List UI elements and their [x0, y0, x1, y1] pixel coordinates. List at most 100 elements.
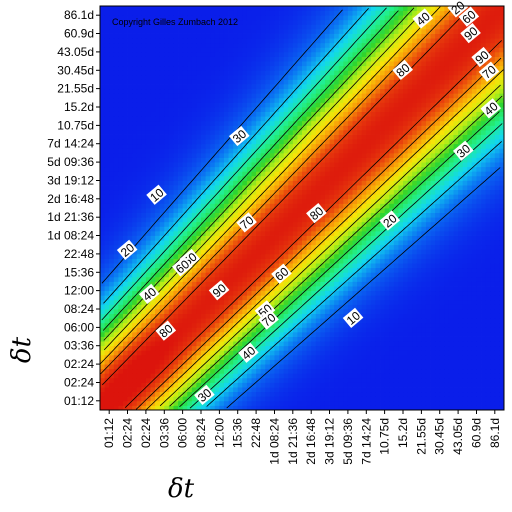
heat-cell	[109, 327, 115, 333]
heat-cell	[476, 263, 482, 269]
heat-cell	[265, 345, 271, 351]
heat-cell	[201, 253, 206, 259]
heat-cell	[425, 341, 431, 347]
heat-cell	[499, 327, 505, 333]
heat-cell	[256, 152, 262, 158]
heat-cell	[265, 258, 271, 264]
heat-cell	[265, 396, 271, 402]
heat-cell	[187, 327, 193, 333]
heat-cell	[471, 208, 477, 213]
heat-cell	[122, 331, 128, 337]
heat-cell	[416, 318, 422, 324]
heat-cell	[425, 198, 431, 204]
heat-cell	[237, 175, 243, 181]
heat-cell	[100, 350, 105, 356]
heat-cell	[462, 198, 468, 204]
heat-cell	[118, 345, 124, 351]
heat-cell	[462, 203, 468, 209]
heat-cell	[297, 152, 303, 158]
heat-cell	[292, 354, 298, 360]
heat-cell	[302, 327, 307, 333]
heat-cell	[380, 336, 386, 342]
heat-cell	[352, 267, 358, 273]
heat-cell	[283, 299, 289, 305]
heat-cell	[444, 258, 450, 264]
heat-cell	[366, 180, 372, 186]
heat-cell	[398, 377, 404, 383]
heat-cell	[453, 336, 459, 342]
heat-cell	[302, 208, 307, 213]
heat-cell	[260, 180, 266, 186]
heat-cell	[237, 322, 243, 328]
heat-cell	[113, 299, 119, 305]
heat-cell	[196, 304, 202, 310]
heat-cell	[494, 341, 500, 347]
heat-cell	[178, 400, 184, 406]
heat-cell	[104, 263, 110, 269]
heat-cell	[311, 350, 317, 356]
heat-cell	[168, 405, 174, 411]
heat-cell	[407, 180, 413, 186]
heat-cell	[357, 304, 363, 310]
heat-cell	[302, 230, 307, 236]
heat-cell	[343, 253, 349, 259]
heat-cell	[476, 345, 482, 351]
heat-cell	[118, 391, 124, 397]
heat-cell	[416, 162, 422, 168]
heat-cell	[311, 391, 317, 397]
heat-cell	[462, 166, 468, 172]
heat-cell	[178, 341, 184, 347]
heat-cell	[375, 203, 381, 209]
heat-cell	[416, 235, 422, 241]
heat-cell	[462, 240, 468, 246]
heat-cell	[256, 258, 262, 264]
heat-cell	[471, 258, 477, 264]
heat-cell	[421, 162, 427, 168]
heat-cell	[384, 313, 390, 319]
heat-cell	[366, 217, 372, 223]
heat-cell	[425, 327, 431, 333]
heat-cell	[191, 299, 197, 305]
heat-cell	[485, 253, 491, 259]
heat-cell	[375, 198, 381, 204]
heat-cell	[361, 354, 367, 360]
heat-cell	[361, 341, 367, 347]
heat-cell	[210, 235, 216, 241]
heat-cell	[145, 148, 151, 154]
heat-cell	[155, 235, 161, 241]
heat-cell	[288, 226, 294, 232]
heat-cell	[343, 185, 349, 191]
heat-cell	[214, 336, 220, 342]
heat-cell	[260, 240, 266, 246]
heat-cell	[416, 377, 422, 383]
heat-cell	[338, 152, 344, 158]
heat-cell	[104, 189, 110, 195]
heat-cell	[219, 267, 225, 273]
heat-cell	[499, 267, 505, 273]
heat-cell	[214, 322, 220, 328]
heat-cell	[260, 345, 266, 351]
heat-cell	[453, 377, 459, 383]
heat-cell	[178, 309, 184, 314]
heat-cell	[490, 368, 496, 374]
heat-cell	[265, 226, 271, 232]
heat-cell	[467, 387, 473, 393]
heat-cell	[481, 240, 487, 246]
heat-cell	[150, 341, 156, 347]
heat-cell	[448, 258, 454, 264]
heat-cell	[357, 290, 363, 296]
heat-cell	[274, 152, 280, 158]
heat-cell	[122, 295, 128, 301]
heat-cell	[297, 208, 303, 213]
heat-cell	[159, 171, 165, 177]
heat-cell	[141, 157, 147, 163]
heat-cell	[104, 240, 110, 246]
heat-cell	[141, 226, 147, 232]
heat-cell	[403, 304, 408, 310]
heat-cell	[297, 230, 303, 236]
heat-cell	[246, 295, 252, 301]
heat-cell	[407, 276, 413, 282]
heat-cell	[210, 175, 216, 181]
heat-cell	[425, 396, 431, 402]
heat-cell	[297, 377, 303, 383]
